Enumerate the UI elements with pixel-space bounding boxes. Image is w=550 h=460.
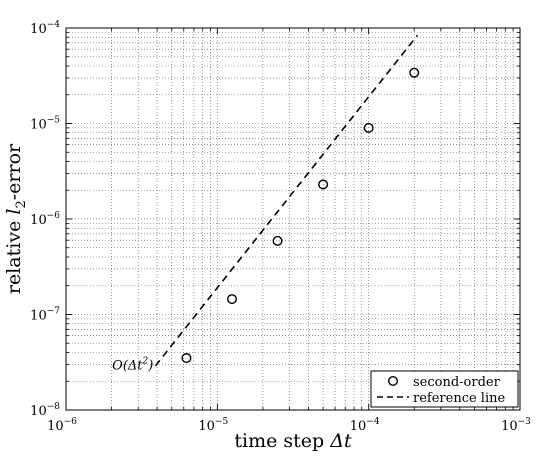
order-annotation: O(Δt2) [112, 356, 153, 373]
x-tick-label: 10−4 [350, 417, 380, 434]
reference-line [154, 34, 419, 367]
axis-ticks [65, 27, 521, 411]
x-axis-label: time step Δt [234, 430, 352, 452]
plot-area-frame [65, 27, 521, 411]
x-tick-label: 10−3 [501, 417, 531, 434]
data-point-second-order [181, 353, 192, 364]
reference-line-series [154, 34, 419, 367]
legend-marker-second-order [388, 376, 399, 387]
y-tick-label: 10−5 [30, 116, 60, 133]
legend-label-reference-line: reference line [413, 391, 505, 406]
data-point-second-order [318, 179, 329, 190]
data-point-second-order [226, 294, 237, 305]
second-order-series [181, 67, 420, 364]
tick-labels: 10−6 10−5 10−4 10−3 10−8 10−7 10−6 10−5 10−4 [30, 20, 531, 434]
x-tick-label: 10−5 [198, 417, 228, 434]
y-tick-label: 10−4 [30, 20, 60, 37]
data-point-second-order [363, 122, 374, 133]
y-tick-label: 10−7 [30, 307, 60, 324]
y-tick-label: 10−8 [30, 402, 60, 419]
data-point-second-order [272, 235, 283, 246]
legend: second-order reference line [370, 370, 519, 408]
legend-label-second-order: second-order [413, 375, 501, 390]
x-tick-label: 10−6 [47, 417, 77, 434]
grid [65, 27, 521, 411]
data-point-second-order [409, 67, 420, 78]
y-axis-label: relative l2-error [3, 143, 29, 294]
y-tick-label: 10−6 [30, 211, 60, 228]
